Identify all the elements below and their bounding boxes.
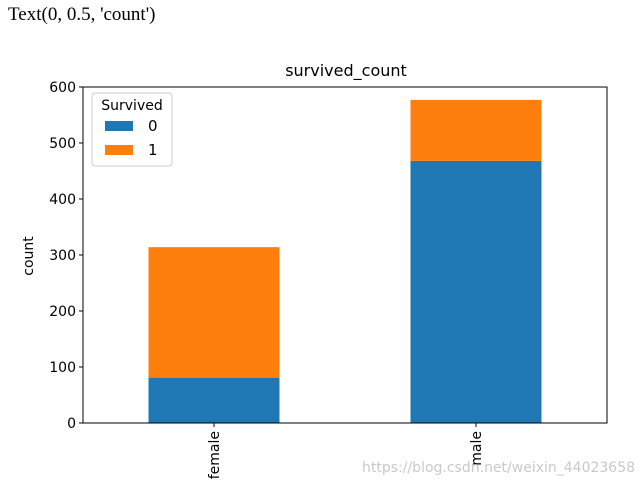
legend-swatch-0: [105, 121, 133, 131]
bar-female-survived-0: [148, 377, 280, 423]
x-axis: female male: [207, 423, 485, 479]
y-axis-label: count: [21, 236, 37, 276]
y-tick-label: 500: [49, 136, 76, 152]
legend-title: Survived: [101, 98, 162, 114]
y-tick-label: 600: [49, 80, 76, 96]
y-axis: 0 100 200 300 400 500 600: [49, 80, 83, 432]
bar-male-survived-0: [410, 160, 542, 424]
cell-output-text: Text(0, 0.5, 'count'): [8, 4, 156, 25]
x-tick-label: female: [207, 431, 223, 479]
bars-group: [148, 99, 542, 424]
y-tick-label: 0: [67, 416, 76, 432]
legend-swatch-1: [105, 145, 133, 155]
y-tick-label: 200: [49, 304, 76, 320]
legend-label-0: 0: [148, 117, 158, 135]
bar-female-survived-1: [148, 247, 280, 378]
bar-male-survived-1: [410, 99, 542, 161]
x-tick-label: male: [469, 431, 485, 466]
legend-label-1: 1: [148, 141, 158, 159]
y-tick-label: 400: [49, 192, 76, 208]
watermark: https://blog.csdn.net/weixin_44023658: [362, 460, 636, 476]
plot-frame: [82, 86, 608, 424]
y-tick-label: 300: [49, 248, 76, 264]
legend: Survived 0 1: [91, 92, 173, 167]
chart-title: survived_count: [285, 61, 407, 81]
y-tick-label: 100: [49, 360, 76, 376]
